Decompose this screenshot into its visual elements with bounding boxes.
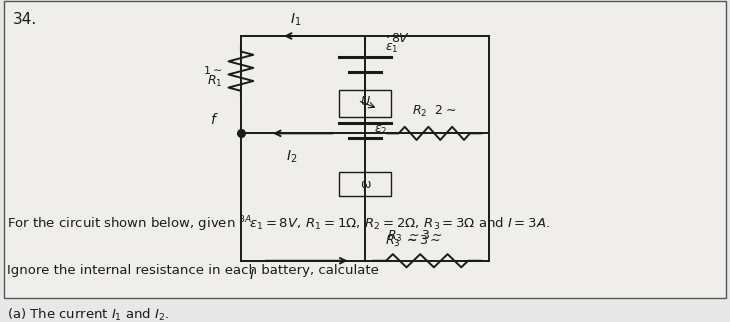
- Text: $I_2$: $I_2$: [286, 148, 298, 165]
- Text: $I$: $I$: [249, 268, 255, 282]
- Text: Ignore the internal resistance in each battery, calculate: Ignore the internal resistance in each b…: [7, 264, 379, 277]
- Bar: [339, 90, 391, 117]
- Text: $1\sim$: $1\sim$: [203, 64, 223, 76]
- Text: $R_3\ \sim 3\sim$: $R_3\ \sim 3\sim$: [387, 229, 442, 244]
- Text: $\varepsilon_1$: $\varepsilon_1$: [385, 42, 399, 54]
- Text: $R_1$: $R_1$: [207, 74, 223, 89]
- Text: 34.: 34.: [13, 12, 37, 27]
- Text: $\varepsilon_2$: $\varepsilon_2$: [374, 124, 387, 137]
- FancyBboxPatch shape: [4, 2, 726, 298]
- Text: ω: ω: [360, 178, 370, 191]
- Text: $I_1$: $I_1$: [290, 12, 301, 28]
- Text: For the circuit shown below, given ${}^{3A}\!\varepsilon_1=8V,\,R_1=1\Omega,\,R_: For the circuit shown below, given ${}^{…: [7, 214, 550, 234]
- Text: $\mathit{f}$: $\mathit{f}$: [210, 112, 219, 128]
- Text: $R_3\ \mathbf{\sim}3\sim$: $R_3\ \mathbf{\sim}3\sim$: [385, 234, 440, 249]
- Text: $R_2\ \ 2\sim$: $R_2\ \ 2\sim$: [412, 104, 456, 119]
- Text: $\cdot\,8V$: $\cdot\,8V$: [385, 33, 411, 45]
- Bar: [339, 172, 391, 196]
- Text: (a) The current $I_1$ and $I_2$.: (a) The current $I_1$ and $I_2$.: [7, 307, 170, 322]
- Text: U: U: [361, 95, 369, 109]
